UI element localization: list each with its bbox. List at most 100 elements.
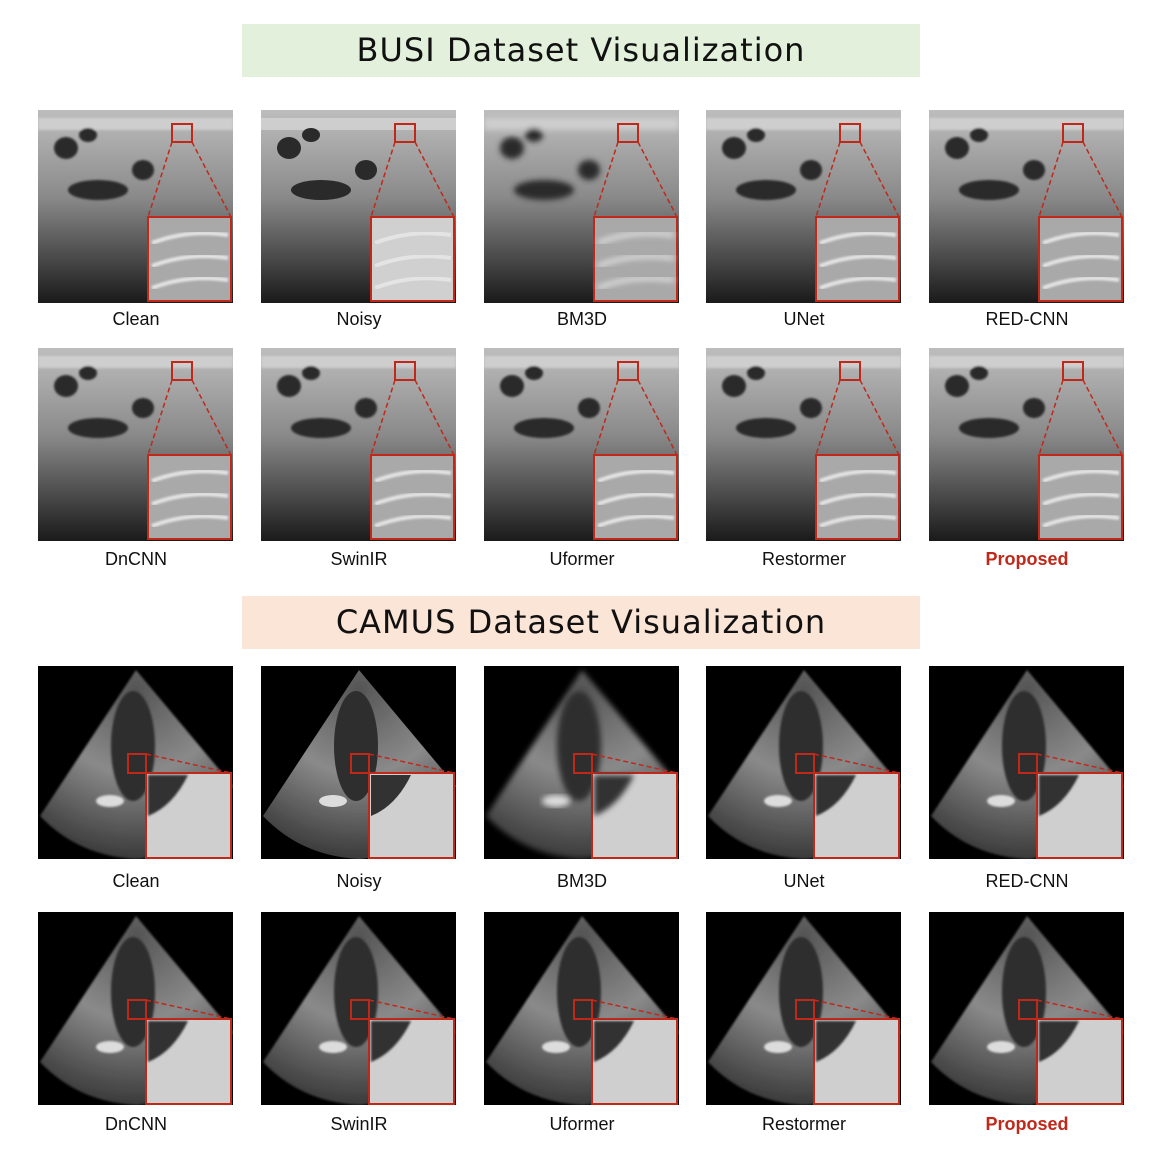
zoom-texture	[1042, 276, 1120, 290]
image-panel	[261, 666, 456, 859]
zoom-texture	[597, 492, 675, 506]
zoom-line	[637, 379, 678, 456]
panel-label: DnCNN	[104, 1114, 167, 1134]
zoom-box	[813, 772, 900, 859]
image-panel	[929, 912, 1124, 1105]
texture	[261, 118, 456, 200]
texture	[319, 1041, 347, 1053]
zoom-line	[813, 999, 900, 1020]
image-panel	[38, 912, 233, 1105]
image-panel	[38, 666, 233, 859]
zoom-texture	[374, 469, 452, 483]
panel-label: Noisy	[336, 309, 382, 329]
image-panel	[261, 110, 456, 303]
zoom-texture	[597, 254, 675, 268]
texture	[929, 118, 1124, 200]
zoom-line	[1038, 379, 1064, 456]
zoom-line	[147, 141, 173, 218]
zoom-texture	[374, 231, 452, 245]
zoom-texture	[597, 231, 675, 245]
zoom-texture	[151, 514, 229, 528]
texture	[987, 795, 1015, 807]
roi-box	[1062, 361, 1084, 381]
zoom-line	[637, 141, 678, 218]
roi-box	[1018, 999, 1038, 1020]
zoom-texture	[819, 492, 897, 506]
image-panel	[706, 666, 901, 859]
zoom-line	[591, 753, 678, 774]
zoom-line	[1036, 753, 1123, 774]
image-panel	[484, 348, 679, 541]
zoom-box	[370, 216, 455, 302]
zoom-texture	[151, 231, 229, 245]
zoom-line	[1038, 141, 1064, 218]
image-panel	[706, 110, 901, 303]
zoom-texture	[371, 775, 411, 816]
zoom-texture	[151, 492, 229, 506]
image-panel	[261, 348, 456, 541]
zoom-texture	[594, 775, 634, 816]
zoom-line	[1036, 999, 1123, 1020]
zoom-box	[147, 216, 232, 302]
panel-label: BM3D	[556, 871, 607, 891]
zoom-texture	[819, 469, 897, 483]
zoom-line	[859, 141, 900, 218]
panel-label: UNet	[783, 871, 825, 891]
zoom-texture	[151, 469, 229, 483]
zoom-texture	[374, 492, 452, 506]
zoom-texture	[819, 231, 897, 245]
zoom-texture	[374, 514, 452, 528]
panel-label: Restormer	[761, 549, 846, 569]
zoom-texture	[374, 254, 452, 268]
image-panel	[929, 110, 1124, 303]
zoom-box	[1038, 454, 1123, 540]
zoom-texture	[151, 254, 229, 268]
section-title: BUSI Dataset Visualization	[242, 24, 920, 77]
zoom-line	[368, 999, 455, 1020]
image-panel	[484, 912, 679, 1105]
panel-label: BM3D	[556, 309, 607, 329]
panel-label: Uformer	[549, 549, 615, 569]
image-panel	[929, 666, 1124, 859]
zoom-texture	[148, 1021, 188, 1062]
roi-box	[1062, 123, 1084, 143]
panel-label: Clean	[112, 309, 160, 329]
roi-box	[350, 999, 370, 1020]
panel-label: RED-CNN	[985, 309, 1069, 329]
texture	[764, 795, 792, 807]
texture	[706, 118, 901, 200]
zoom-line	[859, 379, 900, 456]
roi-box	[839, 361, 861, 381]
panel-label: Uformer	[549, 1114, 615, 1134]
zoom-texture	[597, 276, 675, 290]
zoom-texture	[1042, 254, 1120, 268]
texture	[261, 356, 456, 438]
zoom-texture	[1039, 1021, 1079, 1062]
zoom-line	[593, 141, 619, 218]
zoom-line	[145, 999, 232, 1020]
panel-label: RED-CNN	[985, 871, 1069, 891]
zoom-line	[593, 379, 619, 456]
image-panel	[484, 110, 679, 303]
texture	[987, 1041, 1015, 1053]
roi-box	[617, 361, 639, 381]
roi-box	[127, 999, 147, 1020]
zoom-line	[370, 141, 396, 218]
zoom-texture	[1042, 469, 1120, 483]
zoom-line	[414, 379, 455, 456]
zoom-line	[145, 753, 232, 774]
panel-label: Proposed	[985, 1114, 1069, 1134]
zoom-line	[591, 999, 678, 1020]
texture	[96, 795, 124, 807]
panel-label: Clean	[112, 871, 160, 891]
roi-box	[394, 123, 416, 143]
roi-box	[394, 361, 416, 381]
texture	[38, 356, 233, 438]
zoom-texture	[597, 469, 675, 483]
panel-label: UNet	[783, 309, 825, 329]
roi-box	[573, 753, 593, 774]
image-panel	[261, 912, 456, 1105]
zoom-texture	[594, 1021, 634, 1062]
roi-box	[795, 753, 815, 774]
panel-label: Restormer	[761, 1114, 846, 1134]
